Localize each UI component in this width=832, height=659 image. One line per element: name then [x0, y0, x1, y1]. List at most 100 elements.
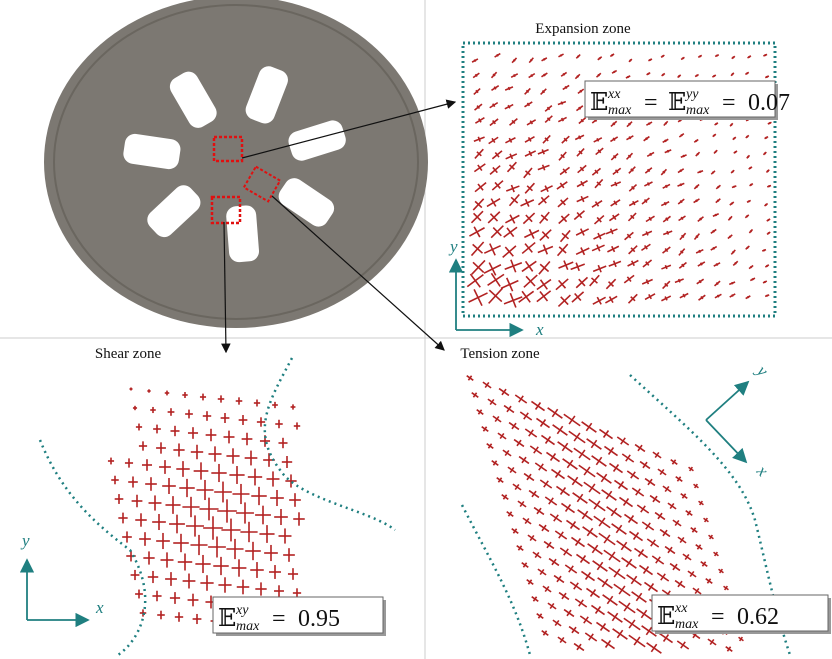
cross	[561, 410, 583, 430]
cross	[679, 292, 689, 300]
formula-sup: xx	[674, 601, 688, 616]
cross	[662, 215, 671, 223]
cross-arm	[562, 443, 567, 451]
cross	[288, 568, 298, 580]
cross	[473, 147, 486, 160]
cross-arm	[667, 231, 668, 234]
cross-arm	[624, 603, 630, 611]
panel-title: Shear zone	[95, 346, 162, 362]
cross-arm	[667, 150, 668, 152]
cross	[533, 275, 554, 295]
cross-arm	[765, 204, 766, 206]
cross	[147, 389, 150, 392]
cross	[472, 161, 487, 174]
cross	[285, 474, 296, 487]
cross	[517, 454, 531, 467]
cross	[697, 170, 703, 174]
cross-arm	[604, 535, 610, 543]
cross	[526, 118, 537, 127]
cross-arm	[747, 156, 748, 157]
cross-arm	[606, 491, 611, 499]
cross	[501, 448, 513, 459]
cross-arm	[680, 170, 681, 172]
cross	[130, 388, 133, 391]
cross	[666, 501, 678, 512]
cross-arm	[624, 499, 629, 506]
cross	[521, 166, 534, 180]
cross-arm	[634, 637, 640, 645]
cross	[591, 512, 613, 532]
cross	[128, 476, 138, 487]
cross	[604, 293, 619, 306]
cross	[710, 228, 717, 234]
cross	[641, 229, 652, 237]
cross-arm	[651, 540, 655, 546]
cross	[648, 58, 652, 62]
cross	[620, 451, 636, 465]
cross-arm	[597, 562, 602, 570]
cross	[537, 226, 555, 244]
cross-arm	[587, 528, 592, 536]
cross	[767, 185, 771, 188]
cross	[660, 294, 671, 303]
cross	[630, 485, 646, 499]
cross	[200, 575, 213, 591]
cross	[627, 528, 645, 544]
cross	[505, 509, 515, 518]
cross	[579, 418, 599, 436]
cross	[661, 200, 670, 207]
cross-arm	[665, 140, 666, 142]
panel-title: Expansion zone	[535, 21, 631, 37]
cross-arm	[717, 55, 718, 57]
cross-arm	[611, 508, 616, 516]
cross	[749, 183, 753, 187]
cross-arm	[750, 167, 751, 169]
cross	[592, 213, 606, 226]
cross-arm	[563, 73, 564, 75]
cross	[272, 402, 278, 408]
cross	[533, 460, 549, 474]
cross	[576, 461, 598, 481]
cross	[625, 152, 633, 160]
cross-arm	[661, 574, 665, 580]
cross	[647, 151, 655, 157]
cross-arm	[768, 232, 769, 234]
cross-arm	[699, 250, 700, 253]
cross	[214, 482, 232, 503]
cross-arm	[678, 581, 682, 587]
cross	[233, 484, 250, 504]
cross	[632, 545, 650, 561]
cross	[255, 582, 266, 595]
cross-arm	[519, 396, 523, 402]
cross	[677, 74, 681, 78]
cross	[686, 569, 698, 580]
cross-arm	[729, 236, 730, 238]
cross	[122, 531, 132, 542]
cross-arm	[544, 58, 545, 60]
cross-arm	[639, 550, 644, 557]
cross-arm	[542, 525, 546, 531]
cross	[622, 511, 640, 527]
cross	[190, 535, 207, 555]
cross	[578, 613, 594, 627]
cross-arm	[734, 186, 735, 188]
cross	[504, 136, 516, 145]
cross	[628, 199, 639, 208]
cross	[687, 465, 695, 472]
cross	[661, 263, 672, 271]
cross	[610, 53, 615, 57]
cross	[731, 55, 735, 59]
cross-arm	[524, 413, 528, 419]
cross	[612, 70, 618, 74]
cross	[732, 260, 738, 266]
cross-arm	[609, 552, 615, 560]
cross-arm	[584, 617, 588, 623]
cross	[274, 585, 284, 596]
cross	[548, 511, 564, 525]
cross	[558, 545, 574, 559]
cross-arm	[636, 489, 640, 495]
cross-arm	[589, 484, 595, 492]
cross	[609, 520, 629, 538]
cross-arm	[579, 136, 581, 139]
cross-arm	[552, 409, 557, 417]
